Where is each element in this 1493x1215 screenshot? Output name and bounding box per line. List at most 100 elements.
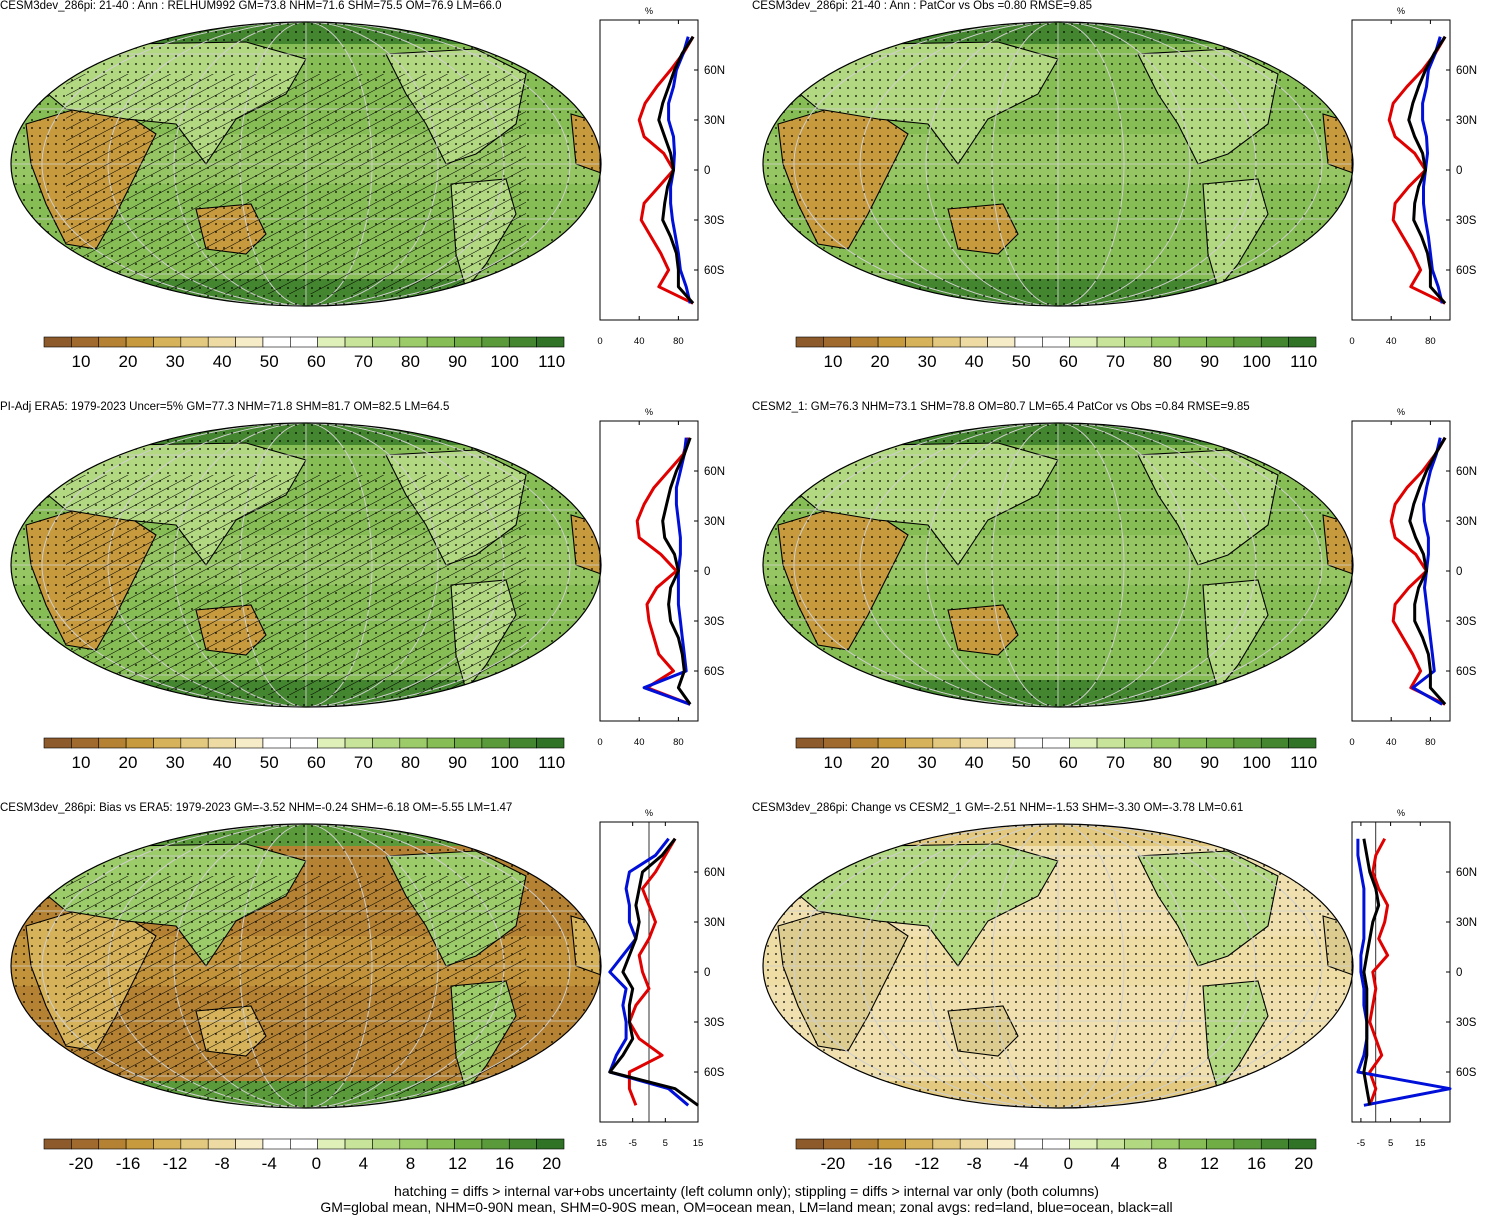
zonal-line-all	[608, 837, 699, 1107]
colorbar-swatch	[987, 336, 1016, 348]
zonal-x-tick-label: 80	[673, 336, 684, 347]
colorbar-tick-label: -4	[1014, 1154, 1029, 1173]
colorbar-tick-label: 40	[965, 753, 984, 772]
colorbar-swatch	[823, 336, 852, 348]
colorbar-swatch	[508, 737, 537, 749]
zonal-lat-label: 60S	[1456, 1067, 1477, 1079]
colorbar-swatch	[1124, 737, 1153, 749]
footer-legend-line2: GM=global mean, NHM=0-90N mean, SHM=0-90…	[320, 1199, 1173, 1215]
zonal-lat-label: 60N	[1456, 466, 1477, 478]
colorbar-swatch	[795, 336, 824, 348]
colorbar-swatch	[1069, 737, 1098, 749]
zonal-lat-label: 30S	[1456, 215, 1477, 227]
colorbar-tick-label: 40	[213, 352, 232, 371]
colorbar-swatch	[399, 336, 428, 348]
colorbar-swatch	[1260, 737, 1289, 749]
colorbar-tick-label: 70	[1106, 352, 1125, 371]
colorbar-swatch	[1069, 336, 1098, 348]
zonal-x-tick-label: -5	[628, 1138, 636, 1149]
panel-title: CESM3dev_286pi: 21-40 : Ann : PatCor vs …	[752, 0, 1093, 12]
colorbar-tick-label: 60	[307, 352, 326, 371]
zonal-line-land	[635, 437, 691, 706]
colorbar-swatch	[262, 336, 291, 348]
colorbar-swatch	[1206, 1138, 1235, 1150]
colorbar-tick-label: 4	[359, 1154, 368, 1173]
colorbar-swatch	[180, 1138, 209, 1150]
colorbar-swatch	[125, 1138, 154, 1150]
zonal-x-tick-label: 40	[1386, 737, 1397, 748]
colorbar-swatch	[1151, 336, 1180, 348]
colorbar-swatch	[1069, 1138, 1098, 1150]
world-map	[10, 823, 602, 1109]
zonal-lat-label: 60N	[1456, 65, 1477, 77]
colorbar-tick-label: 80	[401, 753, 420, 772]
colorbar-swatch	[1124, 336, 1153, 348]
colorbar-tick-label: 60	[1059, 352, 1078, 371]
zonal-lat-label: 60S	[704, 1067, 725, 1079]
colorbar-swatch	[905, 1138, 934, 1150]
zonal-line-all	[1407, 35, 1447, 305]
colorbar-swatch	[932, 737, 961, 749]
colorbar-swatch	[399, 1138, 428, 1150]
colorbar-tick-label: 100	[490, 753, 518, 772]
colorbar: 10 20 30 40 50 60 70 80 90 100 110	[795, 737, 1317, 772]
colorbar-swatch	[481, 1138, 510, 1150]
panel-title: CESM2_1: GM=76.3 NHM=73.1 SHM=78.8 OM=80…	[752, 401, 1250, 413]
colorbar-tick-label: 40	[213, 753, 232, 772]
zonal-x-tick-label: 15	[1415, 1138, 1426, 1149]
zonal-x-tick-label: 80	[1425, 336, 1436, 347]
panel-model-patcor: CESM3dev_286pi: 21-40 : Ann : PatCor vs …	[752, 0, 1492, 400]
colorbar: -20 -16 -12 -8 -4 0 4 8 12 16 20	[795, 1138, 1317, 1173]
world-map	[762, 21, 1354, 307]
panel-title: PI-Adj ERA5: 1979-2023 Uncer=5% GM=77.3 …	[0, 401, 450, 413]
panel-title: CESM3dev_286pi: 21-40 : Ann : RELHUM992 …	[0, 0, 502, 12]
colorbar-swatch	[1042, 1138, 1070, 1150]
colorbar-tick-label: 70	[1106, 753, 1125, 772]
colorbar-tick-label: 70	[354, 753, 373, 772]
colorbar-tick-label: 70	[354, 352, 373, 371]
zonal-x-tick-label: 5	[663, 1138, 668, 1149]
colorbar-swatch	[481, 737, 510, 749]
colorbar-tick-label: 110	[1290, 753, 1317, 772]
colorbar-swatch	[317, 1138, 346, 1150]
colorbar-swatch	[850, 1138, 879, 1150]
zonal-lat-label: 0	[1456, 967, 1462, 979]
footer-legend-line1: hatching = diffs > internal var+obs unce…	[394, 1183, 1099, 1199]
colorbar-tick-label: 90	[1200, 352, 1219, 371]
colorbar-tick-label: 60	[1059, 753, 1078, 772]
colorbar-swatch	[98, 737, 127, 749]
zonal-unit-label: %	[1397, 407, 1405, 417]
colorbar-swatch	[235, 1138, 264, 1150]
colorbar-swatch	[1288, 336, 1317, 348]
colorbar-tick-label: 10	[71, 753, 90, 772]
colorbar-swatch	[536, 336, 565, 348]
colorbar-tick-label: 16	[1247, 1154, 1266, 1173]
colorbar-swatch	[1042, 336, 1070, 348]
panel-change: CESM3dev_286pi: Change vs CESM2_1 GM=-2.…	[752, 802, 1492, 1202]
colorbar-tick-label: 30	[918, 753, 937, 772]
zonal-x-tick-label: 40	[1386, 336, 1397, 347]
colorbar-swatch	[317, 737, 346, 749]
colorbar-tick-label: 30	[166, 753, 185, 772]
colorbar-swatch	[508, 336, 537, 348]
colorbar-tick-label: 12	[1200, 1154, 1219, 1173]
colorbar-tick-label: 100	[1242, 753, 1270, 772]
colorbar-swatch	[262, 1138, 291, 1150]
zonal-mean-plot: % 60N 30N 0 30S 60S 0 40 80	[1349, 407, 1477, 748]
world-map	[762, 422, 1354, 708]
colorbar-swatch	[344, 737, 373, 749]
colorbar-swatch	[1151, 737, 1180, 749]
colorbar: -20 -16 -12 -8 -4 0 4 8 12 16 20	[43, 1138, 565, 1173]
colorbar-tick-label: 30	[166, 352, 185, 371]
zonal-lat-label: 0	[704, 566, 710, 578]
colorbar-swatch	[207, 336, 236, 348]
colorbar-swatch	[1288, 1138, 1317, 1150]
colorbar-swatch	[454, 336, 483, 348]
panel-model: CESM3dev_286pi: 21-40 : Ann : RELHUM992 …	[0, 0, 740, 400]
zonal-line-all	[1362, 838, 1381, 1106]
colorbar-tick-label: 60	[307, 753, 326, 772]
zonal-lat-label: 60N	[704, 466, 725, 478]
colorbar-tick-label: -4	[262, 1154, 277, 1173]
colorbar-tick-label: 80	[1153, 352, 1172, 371]
colorbar-tick-label: 50	[260, 753, 279, 772]
